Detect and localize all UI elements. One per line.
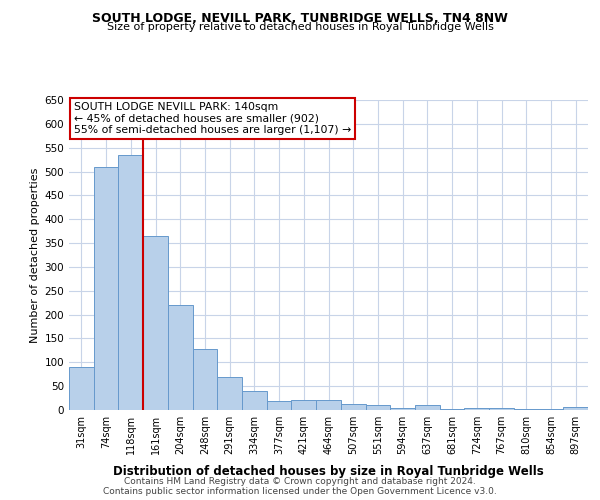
Bar: [143, 236, 168, 410]
Text: SOUTH LODGE, NEVILL PARK, TUNBRIDGE WELLS, TN4 8NW: SOUTH LODGE, NEVILL PARK, TUNBRIDGE WELL…: [92, 12, 508, 26]
Bar: [217, 376, 242, 410]
Bar: [341, 404, 365, 410]
Bar: [539, 408, 563, 410]
Bar: [415, 405, 440, 410]
Bar: [168, 305, 193, 410]
Bar: [292, 400, 316, 410]
Bar: [118, 155, 143, 410]
Bar: [489, 408, 514, 410]
Text: Size of property relative to detached houses in Royal Tunbridge Wells: Size of property relative to detached ho…: [107, 22, 493, 32]
Bar: [242, 391, 267, 410]
Bar: [514, 408, 539, 410]
Text: SOUTH LODGE NEVILL PARK: 140sqm
← 45% of detached houses are smaller (902)
55% o: SOUTH LODGE NEVILL PARK: 140sqm ← 45% of…: [74, 102, 352, 134]
Text: Contains HM Land Registry data © Crown copyright and database right 2024.: Contains HM Land Registry data © Crown c…: [124, 478, 476, 486]
Bar: [69, 367, 94, 410]
Bar: [390, 408, 415, 410]
Bar: [440, 408, 464, 410]
Bar: [193, 349, 217, 410]
Text: Contains public sector information licensed under the Open Government Licence v3: Contains public sector information licen…: [103, 488, 497, 496]
X-axis label: Distribution of detached houses by size in Royal Tunbridge Wells: Distribution of detached houses by size …: [113, 466, 544, 478]
Bar: [464, 408, 489, 410]
Bar: [267, 402, 292, 410]
Bar: [94, 167, 118, 410]
Y-axis label: Number of detached properties: Number of detached properties: [30, 168, 40, 342]
Bar: [563, 406, 588, 410]
Bar: [316, 400, 341, 410]
Bar: [365, 405, 390, 410]
